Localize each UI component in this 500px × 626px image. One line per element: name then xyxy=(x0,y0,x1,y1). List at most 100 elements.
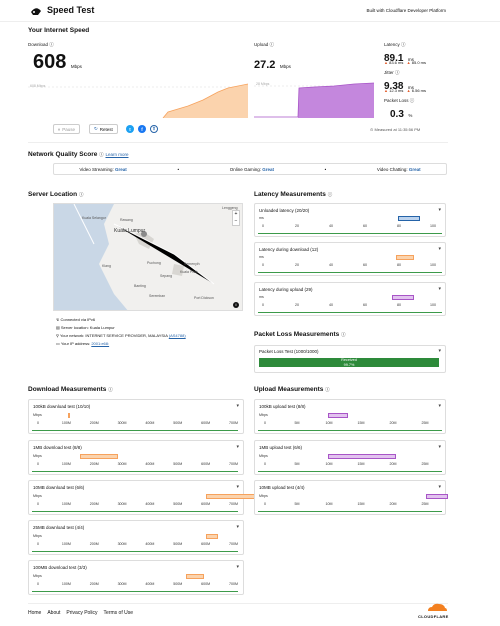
chevron-down-icon[interactable]: ▾ xyxy=(236,484,239,490)
axis-tick-label: 300M xyxy=(117,502,127,506)
app-header xyxy=(0,0,500,22)
map-info-icon[interactable]: i xyxy=(233,302,239,308)
upload-test-label: 100kB upload test (8/8) xyxy=(259,404,306,409)
map-label: Seremban xyxy=(149,294,166,298)
axis-tick-label: 10M xyxy=(325,421,333,425)
footer-home-link[interactable]: Home xyxy=(28,610,42,616)
jitter-label: Jitter ⓘ xyxy=(384,70,400,75)
built-with-text[interactable]: Built with Cloudflare Developer Platform xyxy=(366,8,446,13)
latency-test-card: Latency during upload (29) ▾ ms xyxy=(254,282,446,316)
axis-tick-label: 600M xyxy=(201,421,211,425)
facebook-icon[interactable]: f xyxy=(138,125,146,133)
axis-tick-label: 60 xyxy=(363,263,367,267)
chevron-down-icon[interactable]: ▾ xyxy=(438,403,441,409)
axis-tick-label: 0 xyxy=(262,263,264,267)
axis-tick-label: 80 xyxy=(397,263,401,267)
upload-test-label: 10MB upload test (4/4) xyxy=(259,485,305,490)
chevron-down-icon[interactable]: ▾ xyxy=(438,246,441,252)
axis-tick-label: 20M xyxy=(389,502,397,506)
server-location-row: ▤ Server location: Kuala Lumpur xyxy=(56,325,115,330)
footer-about-link[interactable]: About xyxy=(47,610,61,616)
axis-tick-label: 200M xyxy=(89,542,99,546)
box-plot xyxy=(206,534,218,539)
baseline xyxy=(258,471,442,472)
learn-more-link[interactable]: Learn more xyxy=(105,152,129,157)
axis-tick-label: 500M xyxy=(173,462,183,466)
chevron-down-icon[interactable]: ▾ xyxy=(236,524,239,530)
chevron-down-icon[interactable]: ▾ xyxy=(236,444,239,450)
download-chart xyxy=(28,83,248,118)
map-label: Sepang xyxy=(160,274,173,278)
axis-tick-label: 25M xyxy=(421,462,429,466)
server-map[interactable]: Kuala Selangor Rawang Kuala Lumpur Klang… xyxy=(53,203,243,311)
bar-label: Received xyxy=(341,358,357,362)
axis-tick-label: 600M xyxy=(201,502,211,506)
chevron-down-icon[interactable]: ▾ xyxy=(438,286,441,292)
packet-loss-card: Packet Loss Test (1000/1000) ▾ Received … xyxy=(254,345,446,373)
packet-loss-label: Packet Loss ⓘ xyxy=(384,98,415,103)
axis-tick-label: 700M xyxy=(229,462,238,466)
axis-tick-label: 200M xyxy=(89,582,99,586)
axis-tick-label: 80 xyxy=(397,224,401,228)
packet-loss-value: 0.3 % xyxy=(390,109,413,120)
chevron-down-icon[interactable]: ▾ xyxy=(236,564,239,570)
latency-test-label: Latency during upload (29) xyxy=(259,287,313,292)
box-plot xyxy=(392,295,414,300)
baseline xyxy=(32,471,238,472)
axis-tick-label: 600M xyxy=(201,462,211,466)
footer-terms-link[interactable]: Terms of Use xyxy=(103,610,133,616)
box-plot xyxy=(398,216,420,221)
baseline xyxy=(258,312,442,313)
axis-tick-label: 300M xyxy=(117,462,127,466)
axis-tick-label: 600M xyxy=(201,542,211,546)
footer-privacy-link[interactable]: Privacy Policy xyxy=(66,610,98,616)
upload-test-card: 100kB upload test (8/8) ▾ Mbps xyxy=(254,399,446,434)
app-title[interactable]: Speed Test xyxy=(47,5,95,15)
twitter-icon[interactable]: t xyxy=(126,125,134,133)
chevron-down-icon[interactable]: ▾ xyxy=(438,207,441,213)
baseline xyxy=(32,591,238,592)
zoom-in-button[interactable]: + xyxy=(234,211,238,217)
asn-link[interactable]: (AS4788) xyxy=(168,333,186,338)
quality-video-chatting: Video Chatting: Great xyxy=(376,166,421,172)
axis-tick-label: 20 xyxy=(295,224,299,228)
share-icon[interactable]: ⇪ xyxy=(150,125,158,133)
axis-tick-label: 0 xyxy=(264,462,266,466)
map-zoom-control: + − xyxy=(232,210,240,226)
map-label: Rawang xyxy=(120,218,133,222)
retest-button[interactable]: ↻ Retest xyxy=(89,124,118,134)
axis-tick-label: 0 xyxy=(262,303,264,307)
chevron-down-icon[interactable]: ▾ xyxy=(438,348,441,354)
axis-tick-label: 15M xyxy=(357,421,365,425)
axis-tick-label: 700M xyxy=(229,582,238,586)
chevron-down-icon[interactable]: ▾ xyxy=(236,403,239,409)
unit-label: ms xyxy=(259,216,264,220)
jitter-sub: ▲ 12.3 ms ▲ 6.56 ms xyxy=(384,88,426,93)
map-label: Kuala Pilah xyxy=(180,270,198,274)
axis-tick-label: 400M xyxy=(145,462,155,466)
axis-tick-label: 15M xyxy=(357,462,365,466)
map-label: Semenyih xyxy=(184,262,200,266)
axis-tick-label: 20 xyxy=(295,303,299,307)
latency-measurements-title: Latency Measurements ⓘ xyxy=(254,191,333,198)
axis-tick-label: 10M xyxy=(325,462,333,466)
chevron-down-icon[interactable]: ▾ xyxy=(438,444,441,450)
map-terrain xyxy=(54,204,215,310)
box-plot xyxy=(426,494,448,499)
chevron-down-icon[interactable]: ▾ xyxy=(438,484,441,490)
axis-tick-label: 40 xyxy=(329,263,333,267)
latency-test-card: Latency during download (12) ▾ ms xyxy=(254,242,446,276)
bar-pct: 99.7% xyxy=(343,362,355,367)
axis-tick-label: 100M xyxy=(61,462,71,466)
axis-tick-label: 500M xyxy=(173,421,183,425)
axis-tick-label: 600M xyxy=(201,582,211,586)
cloudflare-cloud-icon xyxy=(428,603,447,611)
box-plot xyxy=(328,454,396,459)
pause-button[interactable]: ⏸ Pause xyxy=(53,124,81,134)
download-test-label: 100kB download test (10/10) xyxy=(33,404,91,409)
axis-tick-label: 400M xyxy=(145,421,155,425)
packet-loss-test-label: Packet Loss Test (1000/1000) xyxy=(259,349,319,354)
axis-tick-label: 0 xyxy=(37,462,39,466)
zoom-out-button[interactable]: − xyxy=(234,218,238,224)
ip-link[interactable]: 2001:e68: xyxy=(91,341,110,346)
